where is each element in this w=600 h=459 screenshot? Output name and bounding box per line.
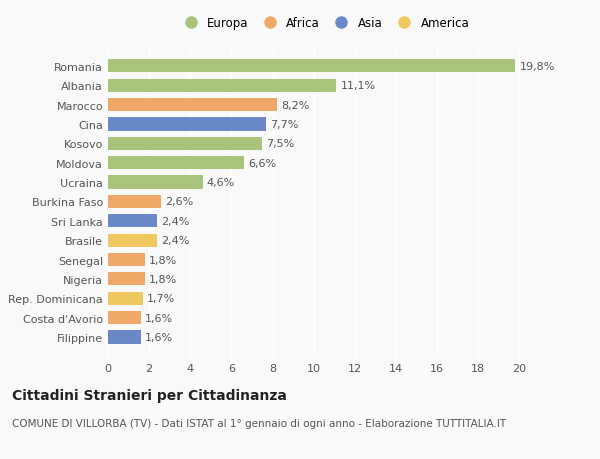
Bar (108, 60, 515, 73)
Bar (108, 311, 141, 325)
Text: 7,7%: 7,7% (271, 120, 299, 129)
Bar (108, 253, 145, 267)
Text: 6,6%: 6,6% (248, 158, 276, 168)
Bar (108, 330, 141, 344)
Text: 4,6%: 4,6% (207, 178, 235, 188)
Text: 8,2%: 8,2% (281, 101, 309, 110)
Bar (108, 99, 277, 112)
Bar (108, 215, 157, 228)
Text: 1,6%: 1,6% (145, 332, 173, 342)
Text: 2,4%: 2,4% (161, 235, 190, 246)
Text: COMUNE DI VILLORBA (TV) - Dati ISTAT al 1° gennaio di ogni anno - Elaborazione T: COMUNE DI VILLORBA (TV) - Dati ISTAT al … (12, 418, 506, 428)
Text: 1,8%: 1,8% (149, 274, 178, 284)
Legend: Europa, Africa, Asia, America: Europa, Africa, Asia, America (176, 14, 472, 32)
Bar (108, 292, 143, 305)
Text: Cittadini Stranieri per Cittadinanza: Cittadini Stranieri per Cittadinanza (12, 388, 287, 402)
Text: 2,6%: 2,6% (166, 197, 194, 207)
Bar (108, 137, 262, 151)
Bar (108, 157, 244, 170)
Bar (108, 196, 161, 208)
Bar (108, 79, 337, 93)
Bar (108, 176, 203, 189)
Text: 1,8%: 1,8% (149, 255, 178, 265)
Text: 7,5%: 7,5% (266, 139, 295, 149)
Text: 19,8%: 19,8% (520, 62, 555, 72)
Text: 1,7%: 1,7% (147, 294, 175, 303)
Bar (108, 273, 145, 286)
Text: 1,6%: 1,6% (145, 313, 173, 323)
Text: 2,4%: 2,4% (161, 216, 190, 226)
Text: 11,1%: 11,1% (340, 81, 376, 91)
Bar (108, 234, 157, 247)
Bar (108, 118, 266, 131)
